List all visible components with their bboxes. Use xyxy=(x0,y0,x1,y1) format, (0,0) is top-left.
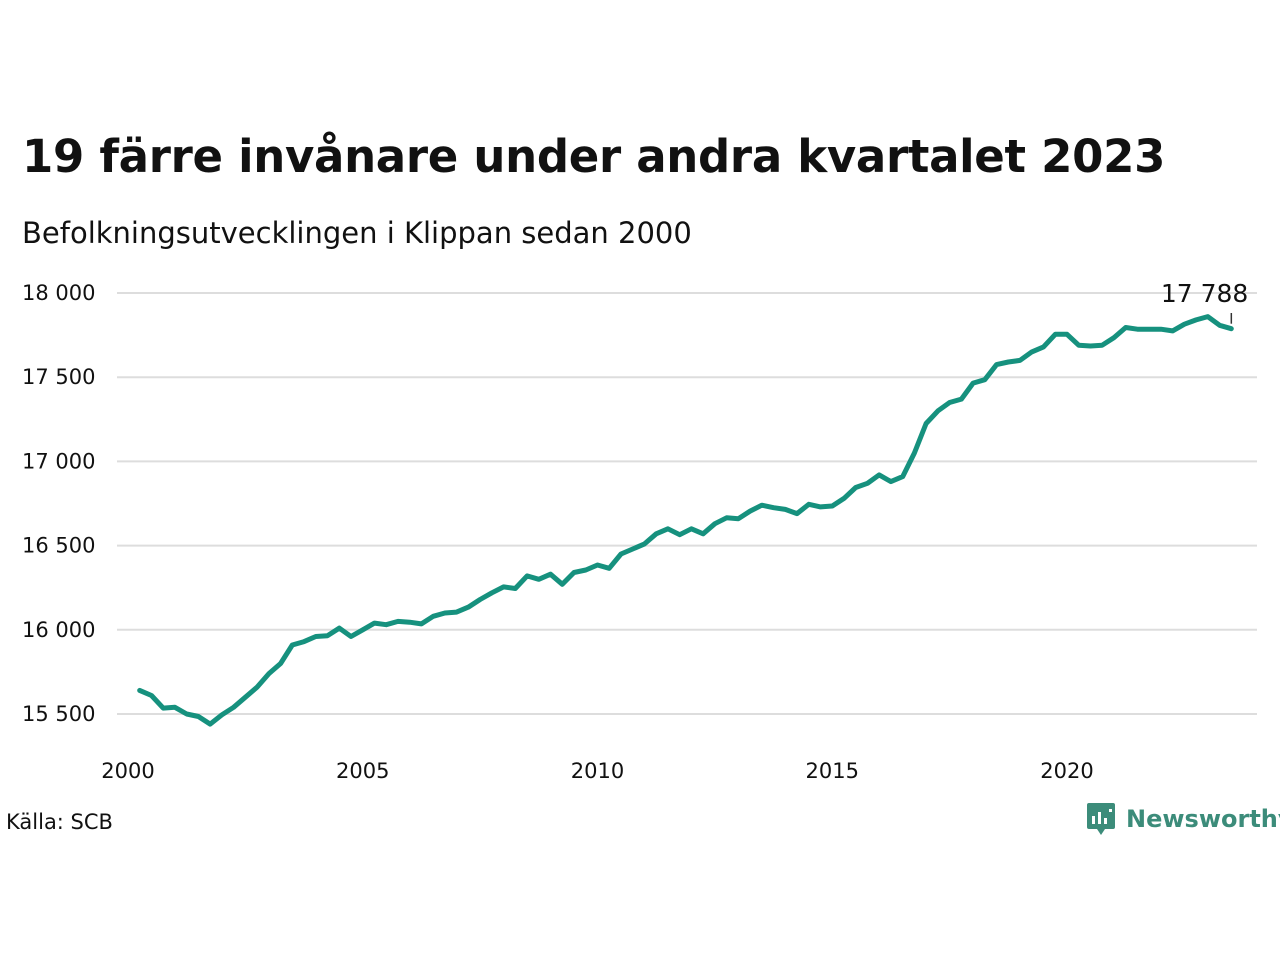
gridlines xyxy=(117,292,1257,715)
y-tick-label: 18 000 xyxy=(22,281,95,305)
end-label-layer: 17 788 xyxy=(1161,279,1248,324)
source-note: Källa: SCB xyxy=(6,810,113,834)
x-tick-label: 2015 xyxy=(806,759,859,783)
brand-logo: Newsworthy xyxy=(1086,802,1280,836)
x-tick-label: 2010 xyxy=(571,759,624,783)
x-tick-label: 2005 xyxy=(336,759,389,783)
x-tick-label: 2020 xyxy=(1040,759,1093,783)
y-tick-label: 17 500 xyxy=(22,365,95,389)
newsworthy-logo-icon xyxy=(1087,803,1115,835)
chart-subtitle: Befolkningsutvecklingen i Klippan sedan … xyxy=(22,216,692,250)
y-tick-label: 16 000 xyxy=(22,618,95,642)
chart-title: 19 färre invånare under andra kvartalet … xyxy=(22,130,1166,183)
y-axis-ticks: 15 500 16 000 16 500 17 000 17 500 18 000 xyxy=(22,281,95,726)
y-tick-label: 15 500 xyxy=(22,702,95,726)
y-tick-label: 16 500 xyxy=(22,534,95,558)
series-layer xyxy=(137,314,1234,727)
brand-name: Newsworthy xyxy=(1126,805,1280,833)
series-line-population xyxy=(137,314,1234,727)
end-value-label: 17 788 xyxy=(1161,279,1248,308)
y-tick-label: 17 000 xyxy=(22,449,95,473)
x-axis-ticks: 2000 2005 2010 2015 2020 xyxy=(101,759,1093,783)
x-tick-label: 2000 xyxy=(101,759,154,783)
